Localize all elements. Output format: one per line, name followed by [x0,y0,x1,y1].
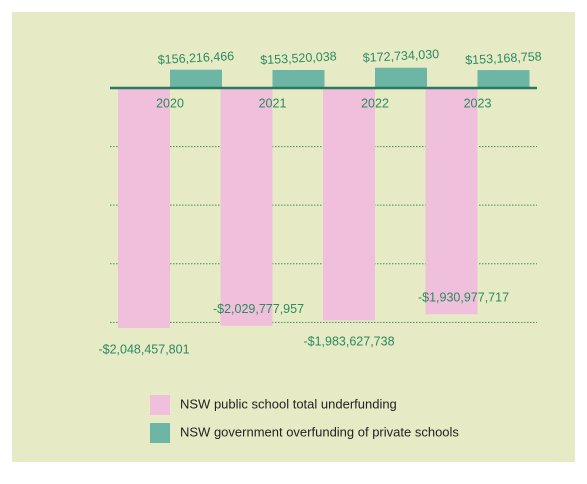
bar [272,70,325,88]
legend-swatch [150,395,170,415]
value-label: $153,520,038 [260,49,337,67]
x-tick-label: 2020 [156,96,184,110]
value-label: $172,734,030 [362,47,439,65]
x-tick-label: 2023 [464,96,492,110]
bar [323,88,375,321]
x-tick-label: 2021 [259,96,287,110]
value-label: -$1,930,977,717 [418,291,509,305]
bar [375,67,427,88]
value-label: -$1,983,627,738 [303,335,394,349]
bar [220,88,273,326]
legend-label: NSW government overfunding of private sc… [180,424,459,439]
bar [170,69,222,88]
bar [477,70,530,88]
x-tick-label: 2022 [361,96,389,110]
bar [425,88,478,315]
legend-label: NSW public school total underfunding [180,396,397,411]
bar [118,88,170,328]
legend-swatch [150,423,170,443]
value-label: -$2,029,777,957 [213,302,304,316]
value-label: $153,168,758 [465,49,542,67]
value-label: -$2,048,457,801 [98,342,189,356]
value-label: $156,216,466 [157,49,234,67]
